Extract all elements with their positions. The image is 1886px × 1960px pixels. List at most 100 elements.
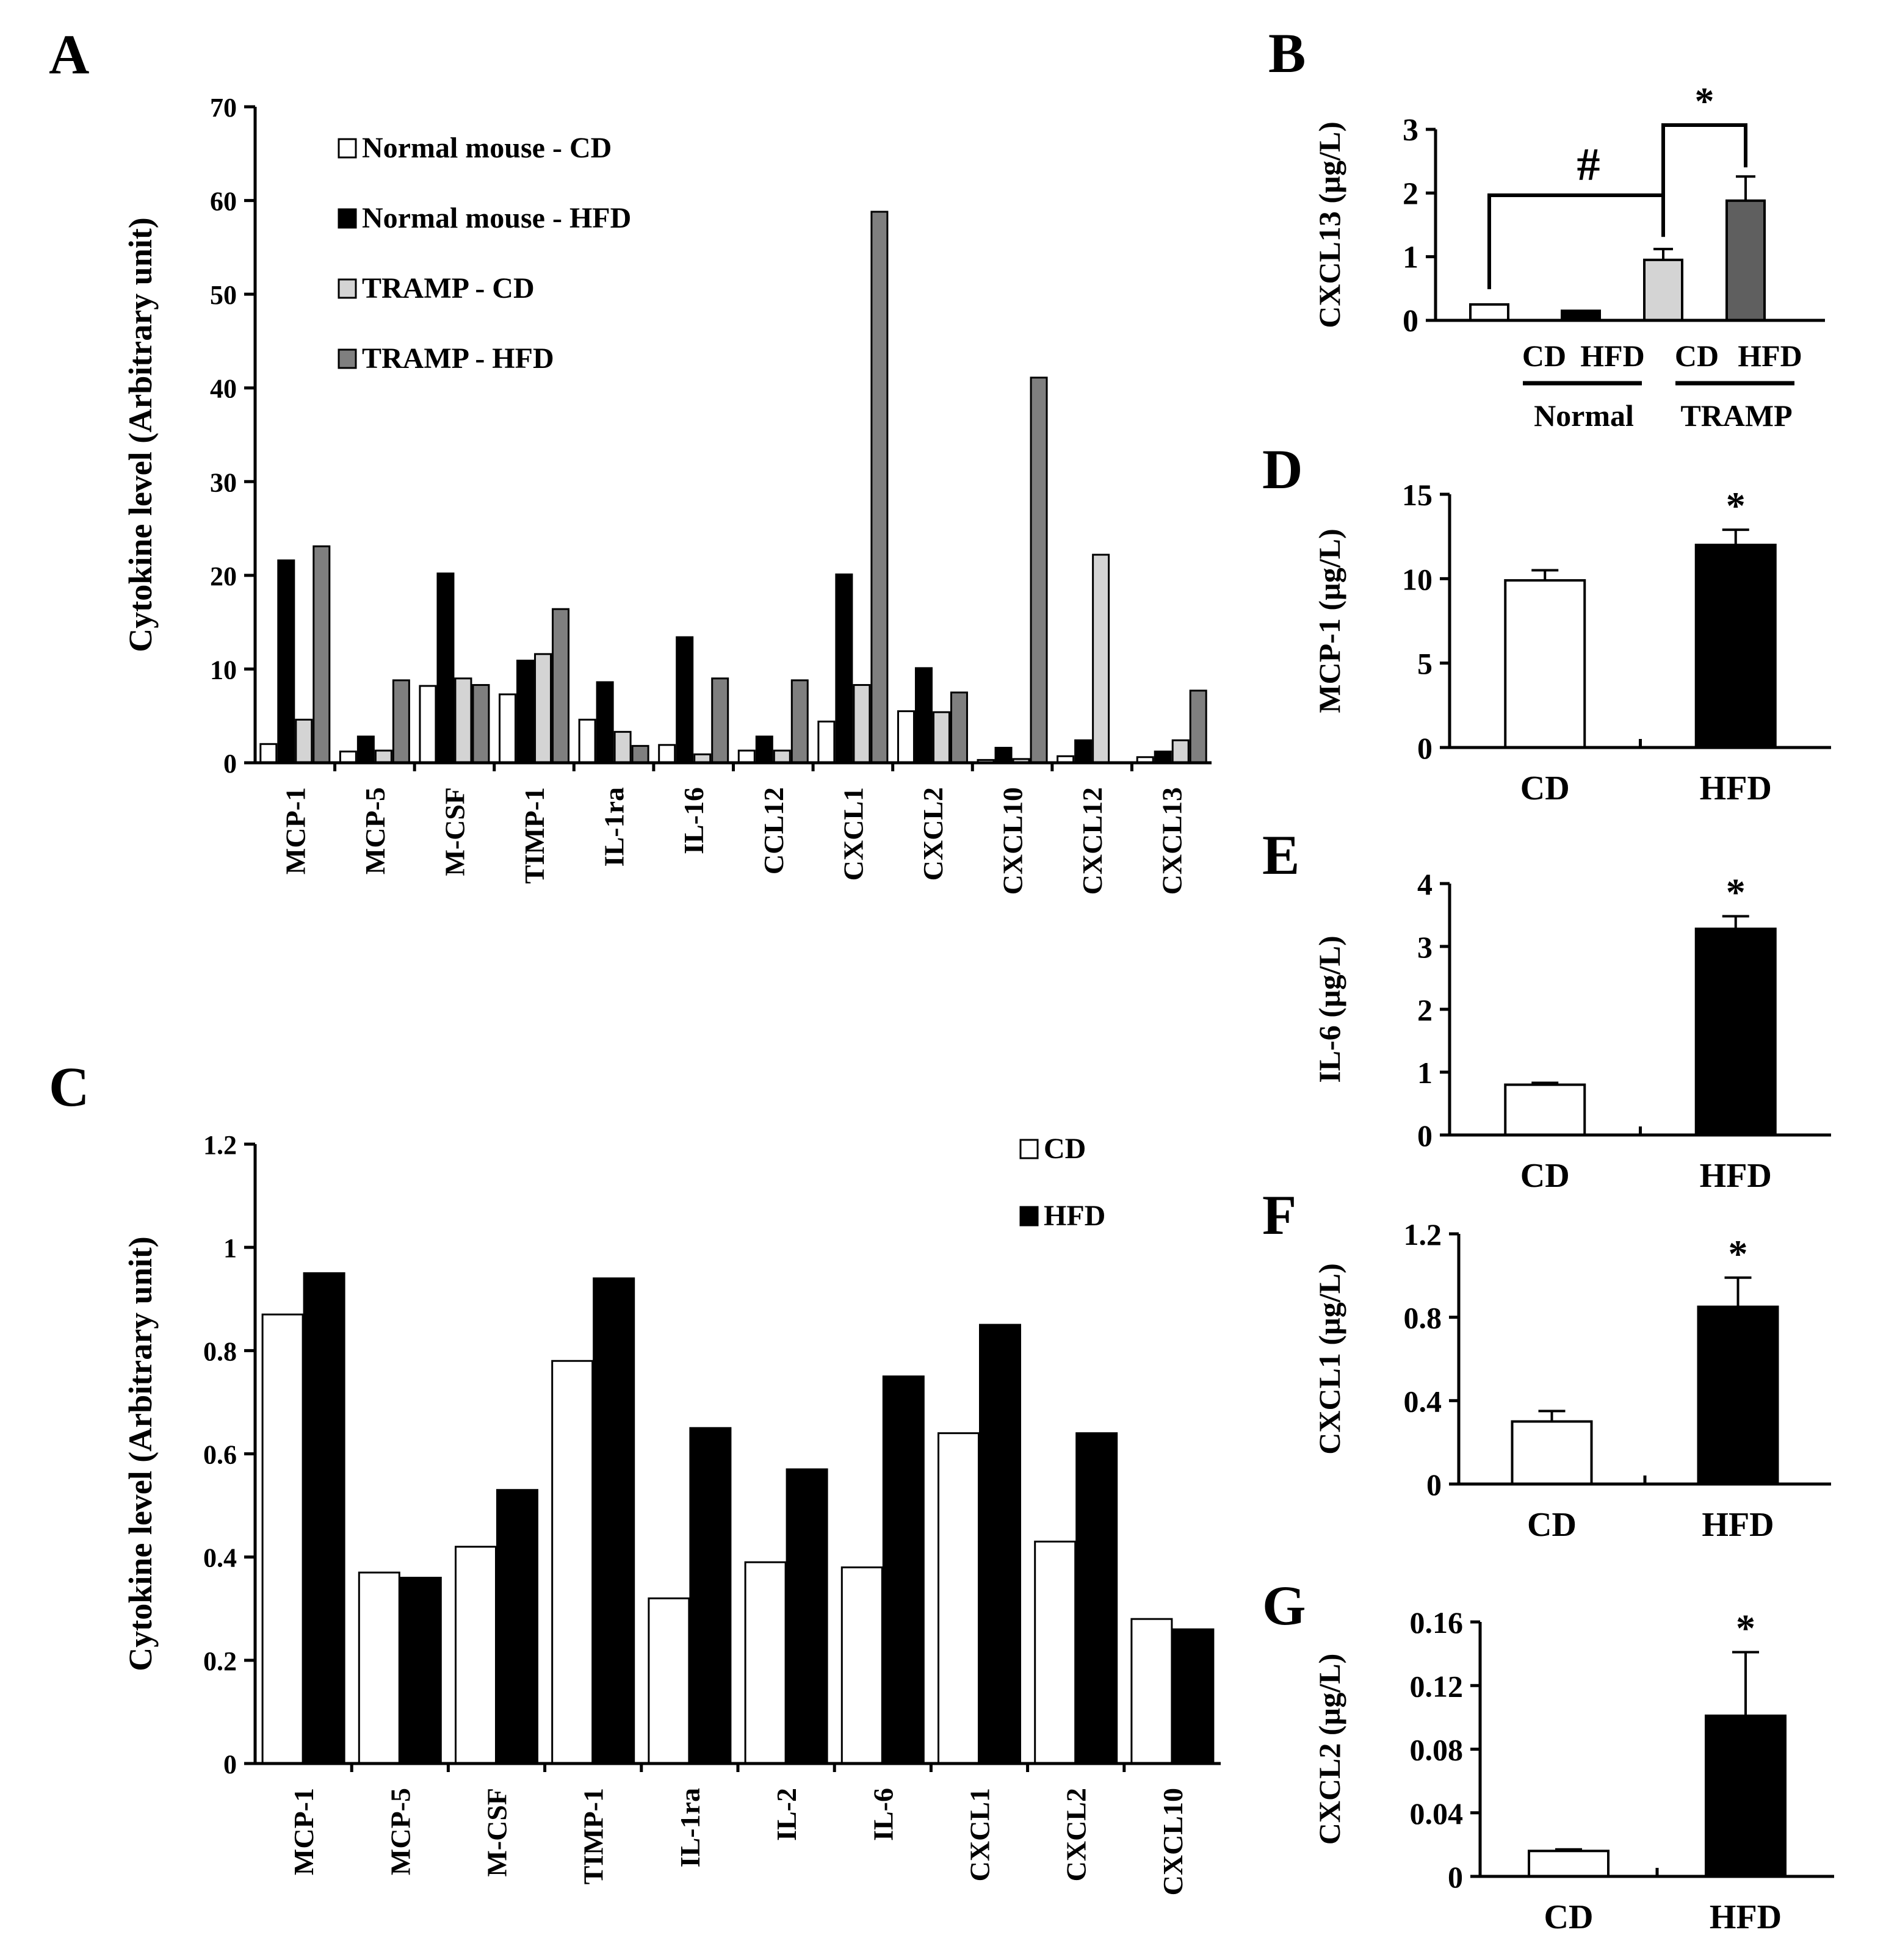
y-tick-label: 10 [1402,562,1433,596]
x-category-label: M-CSF [482,1788,513,1877]
y-tick-label: 10 [210,655,237,685]
bar-IL-1ra-2 [613,730,632,764]
y-tick-label: 20 [210,561,237,591]
bar-IL-1ra-0 [648,1597,690,1765]
bar-MCP-5-0 [358,1571,400,1765]
y-tick-label: 0.12 [1410,1669,1464,1703]
bar-CXCL1-2 [853,684,871,764]
bar-CXCL10-1 [1172,1628,1215,1765]
x-category-label: CD [1522,339,1566,373]
x-category-label: HFD [1710,1898,1782,1936]
bar-MCP-1-0 [261,1313,304,1765]
bar-M-CSF-2 [454,677,472,764]
x-category-label: CXCL2 [1061,1788,1092,1881]
significance-asterisk: * [1729,1232,1748,1275]
y-tick-label: 0.6 [203,1440,237,1470]
bar-HFD [1694,544,1777,749]
bar-CD [1504,579,1586,749]
bar-CXCL1-3 [870,211,889,764]
significance-asterisk: * [1736,1607,1755,1650]
x-category-label: CXCL10 [997,787,1028,895]
significance-bracket [1661,123,1747,237]
bar-IL-2-1 [786,1468,828,1765]
bar-TIMP-1-0 [551,1360,594,1765]
y-tick-label: 1.2 [203,1130,237,1160]
legend-label: CD [1044,1133,1086,1165]
y-axis-label: IL-6 (µg/L) [1312,935,1346,1083]
x-category-label: MCP-1 [288,1788,319,1875]
legend: CD HFD [1019,1133,1105,1232]
bar-IL-1ra-0 [578,718,596,764]
y-tick-label: 0.4 [203,1543,237,1573]
bar-IL-1ra-3 [631,744,649,764]
legend-swatch [338,138,357,159]
y-tick-label: 0.4 [1404,1384,1442,1418]
legend-swatch [1019,1139,1039,1159]
significance-hash: # [1577,139,1600,190]
bar-IL-2-0 [744,1561,787,1765]
x-category-label: IL-16 [678,787,709,854]
x-category-label: CXCL1 [964,1788,995,1881]
bar-IL-16-3 [711,677,729,764]
y-tick-label: 0 [1448,1860,1463,1894]
legend-label: TRAMP - HFD [362,342,554,375]
bar-CXCL1-0 [817,720,836,764]
bar-CXCL1-1 [835,573,853,764]
x-category-label: IL-6 [867,1788,898,1841]
panel-F: F 0 0.4 0.8 1.2 CXCL1 (µg/L) CD HFD * [1262,1184,1779,1544]
y-tick-label: 70 [210,93,237,123]
legend-label: Normal mouse - HFD [362,202,631,234]
bar-CXCL12-2 [1092,553,1110,764]
y-axis-label: CXCL1 (µg/L) [1312,1263,1346,1455]
panel-label-C: C [49,1056,89,1118]
bar-M-CSF-3 [472,684,490,764]
legend-label: HFD [1044,1200,1105,1232]
bar-MCP-1-0 [259,743,278,764]
bar-CXCL2-3 [950,691,968,764]
group-label: Normal [1534,398,1634,433]
y-tick-label: 30 [210,467,237,497]
bar-B-3 [1725,199,1766,322]
panel-label-B: B [1268,22,1306,84]
y-tick-label: 0 [223,1749,237,1779]
x-category-label: CXCL2 [917,787,948,881]
bar-CD [1511,1420,1593,1485]
bar-TIMP-1-3 [552,608,570,764]
panel-label-A: A [49,23,89,85]
bar-CXCL2-0 [1034,1540,1077,1765]
bar-MCP-1-2 [295,718,313,764]
legend-swatch [338,278,357,299]
x-category-label: HFD [1700,1157,1772,1195]
y-axis-label: CXCL2 (µg/L) [1312,1654,1346,1845]
y-tick-label: 4 [1417,867,1433,901]
y-tick-label: 0 [1403,304,1418,339]
x-category-label: CCL12 [758,787,789,874]
y-tick-label: 1.2 [1404,1217,1442,1252]
x-category-label: HFD [1702,1506,1774,1544]
bar-MCP-5-3 [392,679,410,764]
bar-IL-16-0 [658,744,676,764]
bar-IL-16-1 [676,636,694,764]
group-label: TRAMP [1680,398,1792,433]
panel-label-F: F [1262,1184,1296,1246]
panel-E: E 0 1 2 3 4 IL-6 (µg/L) CD HFD * [1262,824,1777,1195]
legend-swatch [338,348,357,369]
bar-CXCL13-1 [1154,751,1172,764]
x-category-label: HFD [1700,769,1772,807]
panel-A: A 0 10 20 30 40 50 60 70 Cytokine level (Arbitrar… [49,23,1207,895]
bar-B-0 [1469,303,1509,322]
x-category-label: MCP-5 [385,1788,416,1875]
panel-B: B 0 1 2 3 CXCL13 (µg/L) CD HFD CD HFD Normal TRAMP #… [1268,22,1802,433]
bar-HFD [1705,1714,1787,1878]
panel-G: G 0 0.04 0.08 0.12 0.16 CXCL2 (µg/L) CD HFD * [1262,1574,1787,1936]
bar-HFD [1694,928,1777,1137]
bar-CD [1504,1083,1586,1136]
bar-CXCL10-3 [1030,377,1048,764]
x-category-label: CXCL12 [1077,787,1108,895]
bar-CXCL2-0 [897,710,915,764]
bar-MCP-1-1 [277,559,295,764]
bar-IL-6-0 [840,1566,883,1765]
y-tick-label: 0 [1426,1468,1442,1502]
x-category-label: HFD [1738,339,1802,373]
bar-HFD [1697,1305,1779,1485]
